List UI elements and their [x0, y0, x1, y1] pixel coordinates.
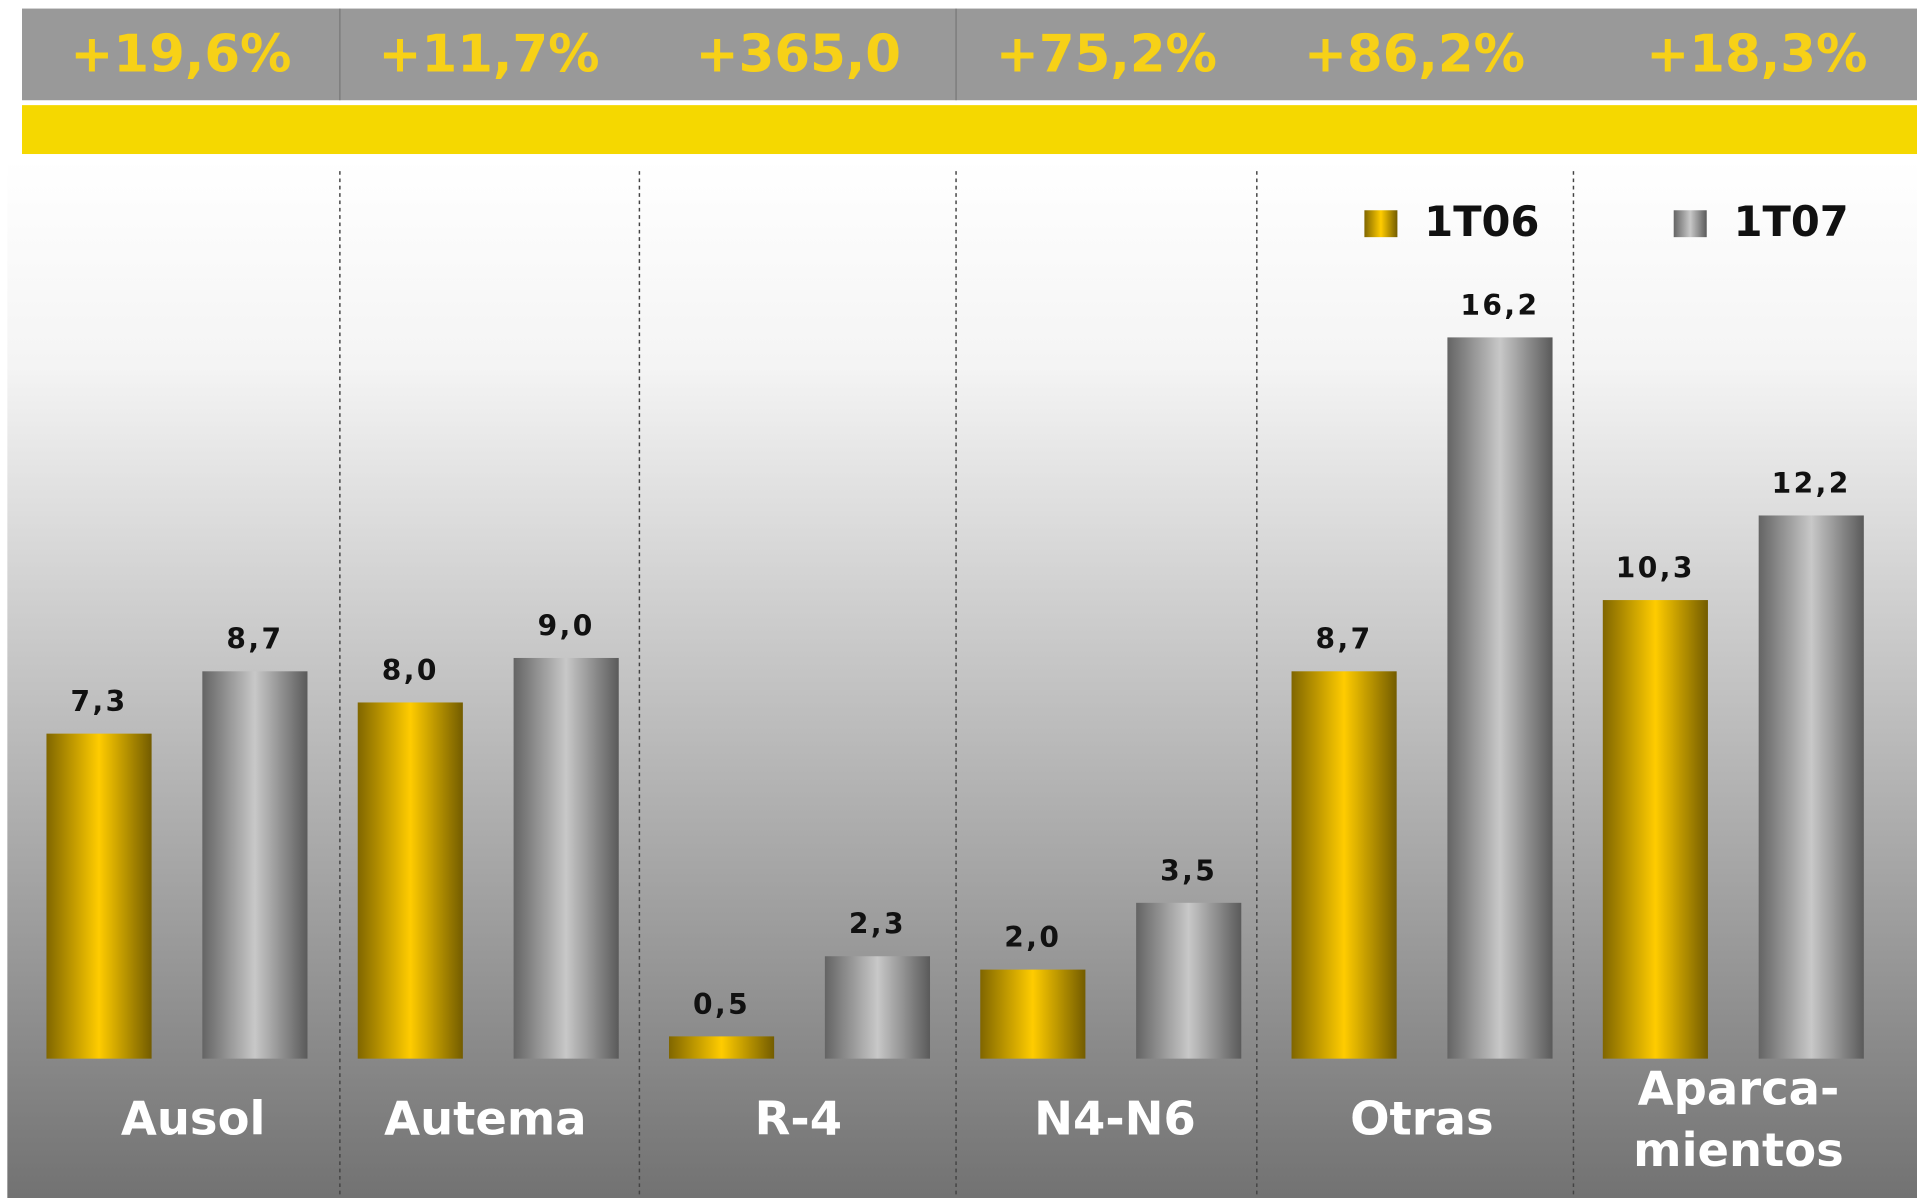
header-band	[22, 8, 1917, 101]
legend-swatch	[1673, 210, 1707, 238]
plot-background	[7, 158, 1917, 1199]
bar	[46, 733, 152, 1059]
value-label: 2,3	[849, 908, 906, 941]
value-label: 8,7	[226, 623, 283, 656]
bar	[513, 657, 619, 1059]
bar	[1602, 600, 1708, 1059]
value-label: 16,2	[1460, 289, 1539, 322]
bar	[1758, 515, 1864, 1059]
legend-label: 1T07	[1734, 197, 1849, 246]
category-label: Otras	[1350, 1092, 1494, 1146]
category-label: N4-N6	[1034, 1092, 1196, 1146]
yellow-band	[22, 105, 1917, 155]
legend-swatch	[1364, 210, 1398, 238]
category-label: Autema	[384, 1092, 586, 1146]
bar	[980, 969, 1086, 1059]
bar	[1136, 902, 1242, 1059]
value-label: 2,0	[1004, 921, 1061, 954]
change-label: +18,3%	[1646, 24, 1867, 84]
change-label: +75,2%	[996, 24, 1217, 84]
value-label: 8,7	[1316, 623, 1373, 656]
category-label: R-4	[755, 1092, 842, 1146]
value-label: 8,0	[382, 654, 439, 687]
category-label: Aparca-mientos	[1633, 1061, 1844, 1176]
change-label: +86,2%	[1304, 24, 1525, 84]
value-label: 10,3	[1616, 552, 1695, 585]
value-label: 7,3	[70, 685, 127, 718]
category-label: Ausol	[121, 1092, 265, 1146]
change-label: +11,7%	[378, 24, 599, 84]
bar	[357, 702, 463, 1059]
value-label: 3,5	[1160, 854, 1217, 887]
change-label: +19,6%	[70, 24, 291, 84]
legend-label: 1T06	[1424, 197, 1539, 246]
bar	[202, 671, 308, 1059]
bar	[824, 956, 931, 1059]
value-label: 0,5	[693, 988, 750, 1021]
bar	[668, 1036, 775, 1059]
value-label: 9,0	[538, 609, 595, 642]
bar	[1447, 337, 1553, 1059]
bar	[1291, 671, 1397, 1059]
value-label: 12,2	[1772, 467, 1851, 500]
change-label: +365,0	[696, 24, 901, 84]
dividers	[339, 171, 1575, 1198]
